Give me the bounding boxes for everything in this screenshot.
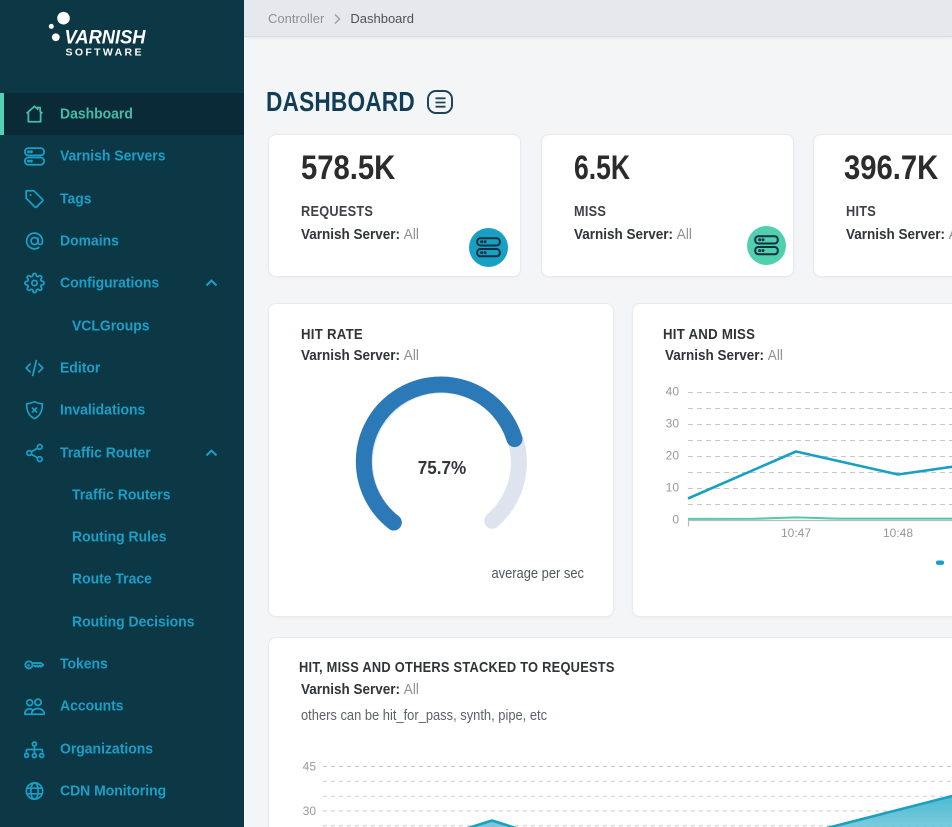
svg-text:SOFTWARE: SOFTWARE bbox=[66, 47, 145, 59]
svg-text:10:47: 10:47 bbox=[781, 526, 811, 540]
svg-text:30: 30 bbox=[303, 804, 317, 818]
svg-text:10:48: 10:48 bbox=[883, 526, 913, 540]
svg-text:40: 40 bbox=[666, 385, 680, 399]
svg-text:20: 20 bbox=[666, 449, 680, 463]
svg-text:10: 10 bbox=[666, 481, 680, 495]
svg-text:30: 30 bbox=[666, 417, 680, 431]
svg-text:0: 0 bbox=[672, 513, 679, 527]
svg-text:VARNISH: VARNISH bbox=[65, 27, 147, 49]
svg-text:45: 45 bbox=[303, 759, 317, 773]
